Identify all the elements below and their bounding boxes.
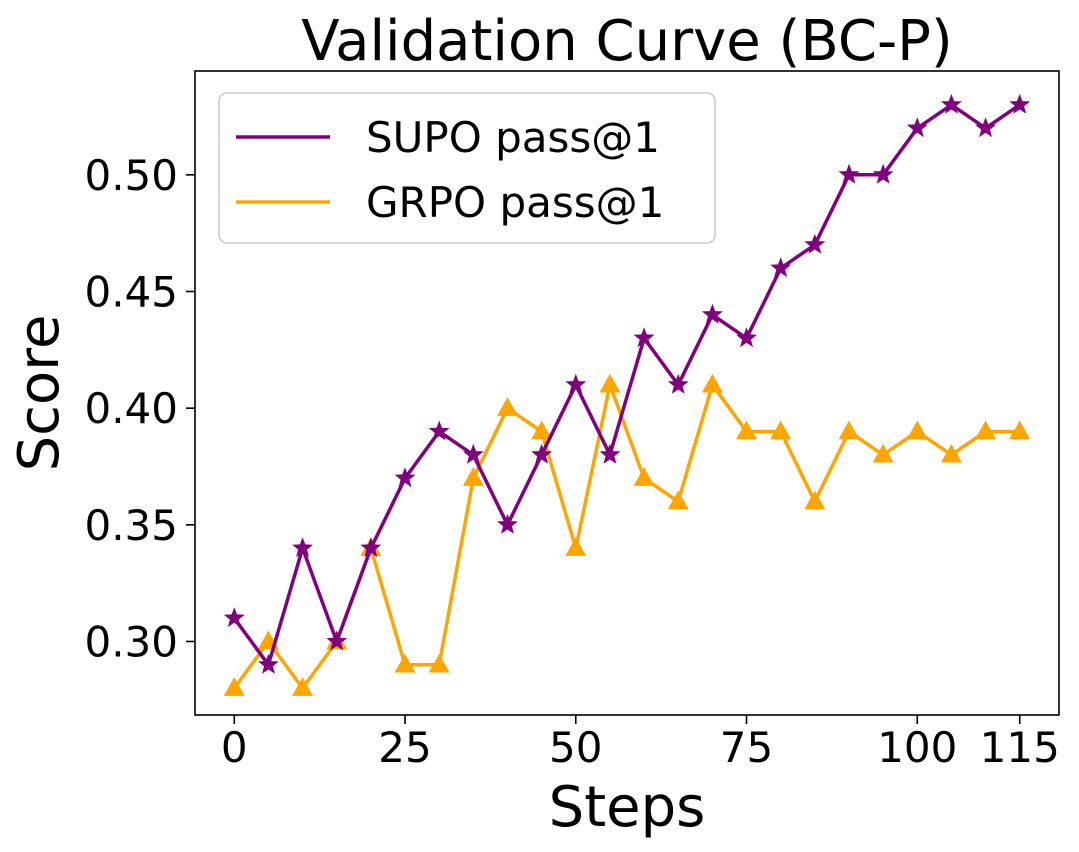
data-point-grpo [599,373,621,393]
y-axis-label: Score [7,315,72,472]
legend-label: SUPO pass@1 [366,113,660,162]
data-point-grpo [975,420,997,440]
data-point-supo [565,373,587,394]
x-axis-label: Steps [549,775,706,840]
series-supo [223,93,1031,674]
data-point-supo [701,303,723,324]
data-point-grpo [462,467,484,486]
legend-item-grpo: GRPO pass@1 [236,178,664,227]
series-line-supo [232,103,1021,667]
data-point-supo [223,607,245,628]
y-tick-label: 0.45 [84,268,178,317]
data-point-supo [872,163,894,184]
data-point-grpo [872,443,894,463]
data-point-grpo [804,490,826,510]
data-point-grpo [531,420,553,440]
data-point-grpo [1009,420,1031,440]
data-point-grpo [394,653,416,673]
data-point-grpo [633,467,655,486]
data-point-supo [599,443,621,464]
data-point-grpo [770,420,792,440]
data-point-grpo [223,677,245,696]
legend-label: GRPO pass@1 [366,178,664,227]
y-tick-label: 0.50 [84,151,178,200]
data-point-grpo [667,490,689,510]
data-point-supo [497,513,518,534]
data-point-grpo [701,373,723,393]
data-point-supo [633,327,655,348]
data-point-grpo [565,537,587,556]
data-point-supo [394,467,416,488]
data-point-supo [736,327,757,348]
data-point-supo [428,420,450,441]
data-point-supo [531,443,553,464]
legend-item-supo: SUPO pass@1 [236,113,660,162]
legend-box [218,92,716,244]
y-tick-label: 0.35 [84,501,178,550]
data-point-supo [360,537,382,558]
data-point-grpo [838,420,860,440]
data-point-supo [941,93,962,114]
data-point-supo [770,257,792,278]
data-point-supo [258,653,279,674]
data-point-supo [975,117,996,138]
chart-title: Validation Curve (BC-P) [301,9,953,74]
data-point-supo [462,443,484,464]
data-point-grpo [428,653,450,673]
series-layer [223,93,1031,696]
x-tick-label: 75 [720,723,773,772]
y-tick-label: 0.30 [84,618,178,667]
x-tick-label: 25 [378,723,431,772]
data-point-supo [667,373,689,394]
x-tick-label: 115 [980,723,1060,772]
x-tick-label: 100 [877,723,957,772]
data-point-supo [804,233,826,254]
x-axis: 0 25 50 75 100 115 [221,715,1060,772]
y-tick-label: 0.40 [84,384,178,433]
data-point-supo [1009,93,1031,114]
y-axis: 0.30 0.35 0.40 0.45 0.50 [84,151,195,667]
x-tick-label: 50 [549,723,602,772]
data-point-grpo [497,397,518,416]
data-point-supo [292,537,313,558]
data-point-grpo [906,420,928,440]
data-point-supo [326,630,348,651]
data-point-supo [838,163,860,184]
data-point-grpo [940,443,962,463]
data-point-supo [906,117,928,138]
data-point-grpo [736,420,757,440]
legend: SUPO pass@1 GRPO pass@1 [218,92,716,244]
data-point-grpo [292,677,314,696]
x-tick-label: 0 [221,723,248,772]
